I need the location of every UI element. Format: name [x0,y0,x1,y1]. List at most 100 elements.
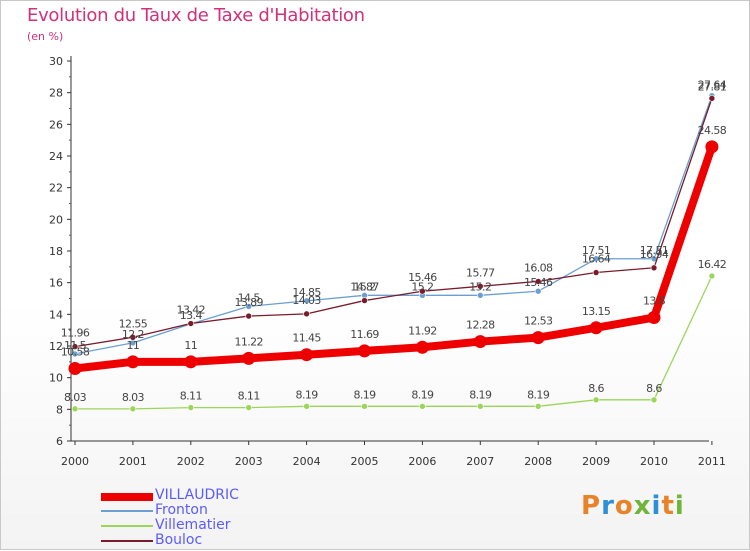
data-label: 10.58 [61,345,90,358]
data-point [589,321,603,335]
data-point [184,355,198,369]
data-label: 12.2 [122,328,144,341]
legend-label: Villematier [155,517,231,533]
data-point [650,396,658,404]
data-label: 12.55 [119,317,148,330]
x-tick-label: 2004 [293,455,321,468]
y-tick-label: 20 [49,213,63,226]
data-label: 11.5 [64,339,87,352]
data-point [187,320,195,327]
data-point [126,355,140,369]
data-label: 14.85 [292,286,321,299]
data-label: 15.77 [466,266,495,279]
data-label: 8.19 [296,388,319,401]
data-label: 15.46 [408,271,437,284]
data-label: 8.6 [646,382,662,395]
data-label: 11.96 [61,327,90,340]
data-point [71,405,79,413]
x-tick-label: 2006 [408,455,436,468]
data-point [708,272,716,280]
data-point [705,140,719,154]
data-point [647,311,661,324]
data-point [361,403,368,410]
data-point [300,348,314,362]
data-label: 11.45 [292,332,321,345]
data-point [650,264,658,272]
chart-unit-label: (en %) [27,30,64,43]
x-tick-label: 2005 [351,455,379,468]
x-tick-label: 2003 [235,455,263,468]
data-label: 14.03 [292,294,321,307]
series-line-fronton [74,95,713,355]
y-tick-label: 28 [49,87,63,100]
data-point [187,404,195,411]
legend-swatch [101,493,153,501]
data-label: 17.51 [582,244,611,257]
data-label: 24.58 [698,124,727,137]
data-label: 8.11 [238,390,260,403]
data-point [303,297,310,305]
logo-letter: P [581,491,602,521]
y-tick-label: 26 [49,118,63,131]
chart-title: Evolution du Taux de Taxe d'Habitation [27,5,365,26]
data-label: 13.15 [582,305,611,318]
data-point [473,335,487,349]
data-point [415,340,429,354]
data-label: 8.11 [180,390,202,403]
logo-letter: t [661,491,675,521]
data-label: 12.53 [524,315,553,328]
data-point [708,95,716,102]
proxiti-logo: Proxiti [581,491,685,521]
y-tick-label: 16 [49,277,63,290]
data-point [245,404,252,411]
series-line-villematier [74,275,713,410]
y-tick-label: 6 [56,435,63,448]
x-tick-label: 2007 [466,455,494,468]
y-tick-label: 12 [49,340,63,353]
legend-swatch [101,525,153,527]
data-label: 8.19 [353,388,376,401]
data-point [129,333,137,341]
x-tick-label: 2008 [524,455,552,468]
data-label: 17.51 [640,244,669,257]
x-tick-label: 2011 [698,455,726,468]
data-point [245,303,252,310]
data-label: 27.64 [698,78,727,91]
data-point [419,287,426,295]
y-tick-label: 8 [56,403,63,416]
data-point [592,255,600,263]
data-label: 8.03 [64,391,87,404]
x-tick-label: 2000 [61,455,89,468]
data-point [129,405,137,413]
data-point [534,278,542,285]
data-point [242,351,256,365]
data-point [303,403,310,410]
data-label: 11.69 [350,328,379,341]
series-line-villaudric [71,142,716,373]
data-point [531,331,545,345]
data-label: 13.89 [234,296,263,309]
x-tick-label: 2009 [582,455,610,468]
data-label: 16.08 [524,261,553,274]
data-label: 11.92 [408,324,437,337]
data-point [534,403,542,410]
data-point [592,396,600,404]
data-point [245,312,252,320]
data-label: 16.42 [698,258,727,271]
data-label: 14.5 [238,291,261,304]
legend-swatch [101,510,153,512]
series-line-bouloc [74,97,713,348]
data-point [534,287,542,295]
data-label: 13.42 [177,304,206,317]
logo-letter: i [651,491,662,521]
data-label: 27.81 [698,81,727,94]
legend-label: Bouloc [155,532,203,548]
data-label: 15.2 [411,280,433,293]
data-label: 8.19 [411,388,434,401]
x-tick-label: 2001 [119,455,147,468]
data-label: 13.8 [643,295,666,308]
y-tick-label: 30 [49,55,63,68]
data-label: 15.2 [353,280,375,293]
x-tick-label: 2002 [177,455,205,468]
